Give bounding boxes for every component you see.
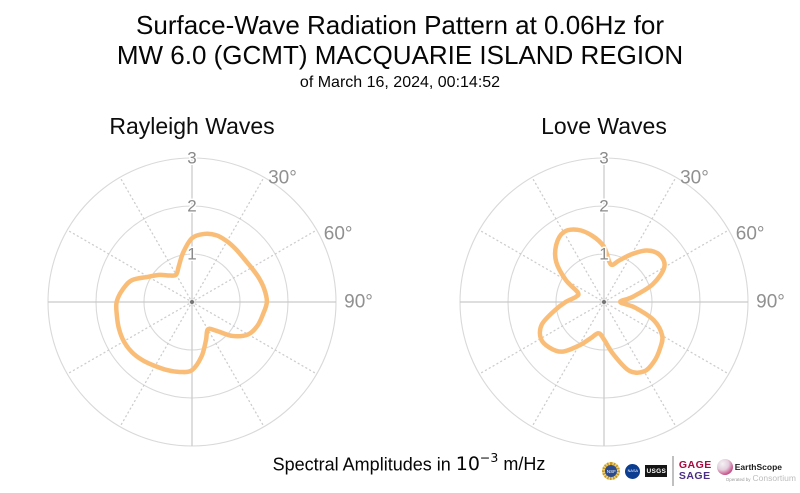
gage-label: GAGE (678, 459, 712, 471)
love-spoke-60deg (606, 229, 730, 301)
love-spoke-150deg (605, 304, 677, 428)
love-spoke-30deg (605, 176, 677, 300)
rayleigh-spoke-240deg (66, 303, 190, 375)
rayleigh-r-tick-label-1: 1 (187, 245, 196, 264)
love-r-tick-label-1: 1 (599, 245, 608, 264)
love-polar-plot: 1 2 3 30° 60° 90° (459, 147, 785, 447)
amplitude-caption: Spectral Amplitudes in 10−3 m/Hz (0, 450, 800, 476)
rayleigh-spoke-60deg (194, 229, 318, 301)
figure-title-date: of March 16, 2024, 00:14:52 (299, 74, 501, 91)
consortium-label: Consortium (752, 473, 796, 483)
love-angle-label-90: 90° (756, 292, 785, 313)
rayleigh-radiation-curve (113, 231, 270, 375)
rayleigh-spoke-120deg (194, 303, 318, 375)
figure-title-line2: MW 6.0 (GCMT) MACQUARIE ISLAND REGION (116, 40, 684, 70)
usgs-logo-icon: USGS (645, 465, 668, 477)
rayleigh-plot-title: Rayleigh Waves (109, 113, 275, 139)
rayleigh-angle-label-30: 30° (268, 168, 297, 189)
figure-title-line1: Surface-Wave Radiation Pattern at 0.06Hz… (136, 10, 664, 40)
earthscope-sphere-icon (716, 459, 733, 475)
operated-by-label: Operated by (725, 477, 751, 482)
rayleigh-angle-label-90: 90° (344, 292, 373, 313)
rayleigh-spoke-30deg (193, 176, 265, 300)
rayleigh-spoke-150deg (193, 304, 265, 428)
earthscope-logo: EarthScope Operated by Consortium (716, 459, 796, 483)
love-spoke-300deg (478, 229, 602, 301)
love-angle-label-30: 30° (680, 168, 709, 189)
love-plot-title: Love Waves (541, 113, 667, 139)
love-spoke-210deg (531, 304, 603, 428)
rayleigh-spoke-330deg (119, 176, 191, 300)
rayleigh-polar-plot: 1 2 3 30° 60° 90° (47, 147, 373, 447)
rayleigh-center-dot (190, 300, 194, 304)
nasa-logo-icon: NASA (625, 463, 641, 479)
figure-title-block: Surface-Wave Radiation Pattern at 0.06Hz… (0, 10, 800, 93)
love-r-tick-label-2: 2 (599, 197, 608, 216)
caption-suffix: m/Hz (503, 454, 546, 475)
love-spoke-330deg (531, 176, 603, 300)
caption-prefix: Spectral Amplitudes in (272, 454, 451, 475)
gage-sage-logo: GAGE SAGE (679, 460, 712, 482)
caption-power-exponent: −3 (479, 450, 499, 465)
logo-strip: NSF NASA USGS GAGE SAGE EarthScope Opera… (602, 452, 796, 490)
sage-label: SAGE (678, 470, 711, 482)
logo-divider (672, 456, 674, 486)
rayleigh-r-tick-label-3: 3 (187, 149, 196, 168)
rayleigh-spoke-300deg (66, 229, 190, 301)
love-r-tick-label-3: 3 (599, 149, 608, 168)
love-angle-label-60: 60° (736, 223, 765, 244)
rayleigh-angle-label-60: 60° (324, 223, 353, 244)
love-radiation-curve (537, 227, 667, 375)
nsf-logo-label: NSF (605, 465, 618, 477)
caption-power: 10−3 (455, 450, 499, 476)
nsf-logo-icon: NSF (602, 462, 621, 480)
love-spoke-120deg (606, 303, 730, 375)
earthscope-name: EarthScope (734, 462, 783, 472)
caption-power-base: 10 (455, 453, 480, 476)
love-center-dot (602, 300, 606, 304)
rayleigh-r-tick-label-2: 2 (187, 197, 196, 216)
